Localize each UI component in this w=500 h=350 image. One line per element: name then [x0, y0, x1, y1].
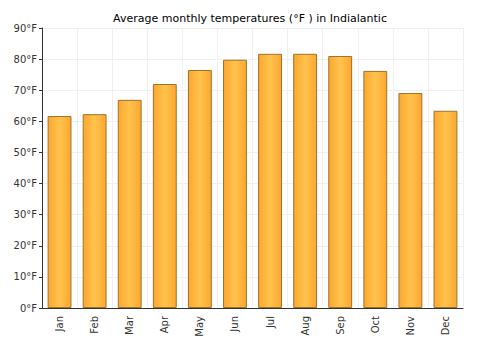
- svg-text:May: May: [194, 316, 205, 337]
- svg-text:Jun: Jun: [229, 316, 240, 333]
- svg-text:40°F: 40°F: [14, 178, 38, 189]
- svg-text:Aug: Aug: [300, 316, 311, 336]
- svg-text:Dec: Dec: [440, 316, 451, 335]
- svg-text:80°F: 80°F: [14, 54, 38, 65]
- svg-text:0°F: 0°F: [20, 303, 37, 314]
- svg-text:90°F: 90°F: [14, 23, 38, 34]
- svg-text:Nov: Nov: [405, 316, 416, 336]
- svg-text:Jan: Jan: [54, 316, 65, 332]
- svg-text:Mar: Mar: [124, 315, 135, 335]
- svg-text:Average monthly temperatures (: Average monthly temperatures (°F ) in In…: [113, 12, 387, 25]
- svg-text:Oct: Oct: [370, 316, 381, 333]
- svg-text:20°F: 20°F: [14, 240, 38, 251]
- svg-text:30°F: 30°F: [14, 209, 38, 220]
- svg-text:70°F: 70°F: [14, 85, 38, 96]
- svg-text:Sep: Sep: [335, 316, 346, 335]
- svg-text:Feb: Feb: [89, 316, 100, 334]
- svg-text:50°F: 50°F: [14, 147, 38, 158]
- svg-text:10°F: 10°F: [14, 271, 38, 282]
- svg-text:60°F: 60°F: [14, 116, 38, 127]
- svg-text:Jul: Jul: [265, 316, 276, 329]
- svg-text:Apr: Apr: [159, 315, 170, 333]
